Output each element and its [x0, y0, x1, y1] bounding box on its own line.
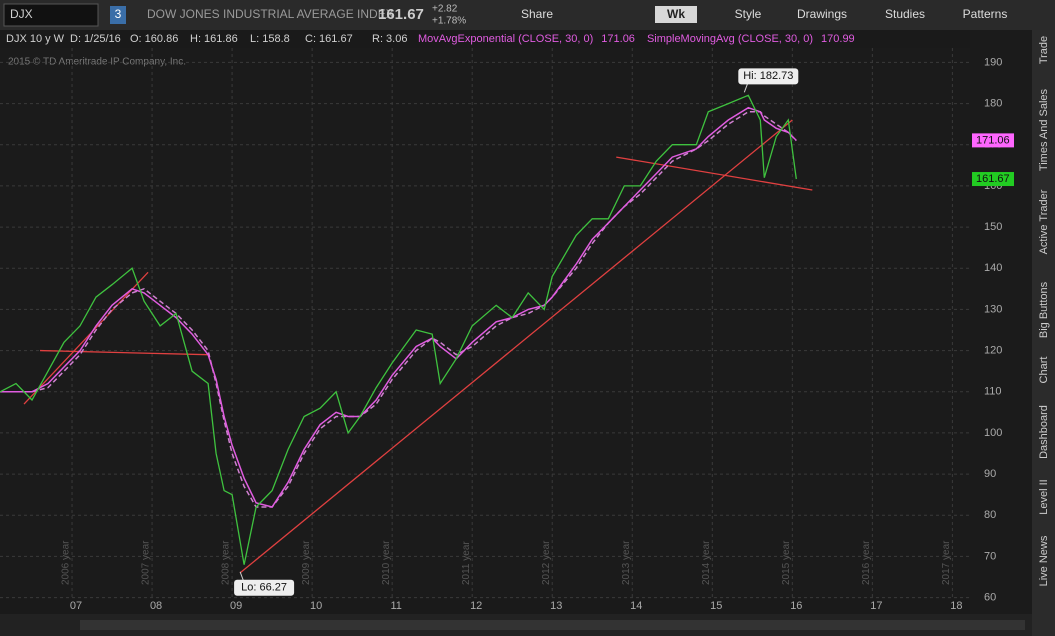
y-tick-label: 100 — [984, 427, 1002, 439]
side-tab[interactable]: Trade — [1038, 36, 1050, 64]
info-item: L: 158.8 — [250, 33, 290, 45]
study-name: SimpleMovingAvg (CLOSE, 30, 0) — [647, 33, 813, 45]
y-tick-label: 140 — [984, 262, 1002, 274]
info-item: H: 161.86 — [190, 33, 238, 45]
side-tab[interactable]: Chart — [1038, 357, 1050, 384]
price-label-box — [972, 133, 1014, 148]
year-label: 2014 year — [701, 540, 712, 585]
info-item: R: 3.06 — [372, 33, 407, 45]
y-tick-label: 190 — [984, 56, 1002, 68]
y-tick-label: 130 — [984, 303, 1002, 315]
y-axis-panel — [970, 30, 1032, 614]
price-label-box — [972, 172, 1014, 187]
trendline — [40, 349, 209, 356]
side-tab[interactable]: Big Buttons — [1038, 281, 1050, 338]
y-tick-label: 150 — [984, 221, 1002, 233]
side-tab[interactable]: Level II — [1038, 479, 1050, 514]
study-value: 171.06 — [601, 33, 635, 45]
trendline — [239, 119, 793, 574]
info-bar — [0, 30, 970, 48]
toolbar-button[interactable]: Style — [735, 7, 762, 21]
year-label: 2007 year — [141, 540, 152, 585]
year-label: 2011 year — [461, 541, 472, 585]
year-label: 2010 year — [381, 540, 392, 585]
x-tick-label: 11 — [390, 600, 401, 612]
y-tick-label: 80 — [984, 509, 996, 521]
toolbar — [0, 0, 1055, 30]
x-tick-label: 14 — [630, 600, 642, 612]
x-tick-label: 07 — [70, 600, 82, 612]
y-tick-label: 110 — [984, 386, 1002, 398]
x-tick-label: 16 — [790, 600, 802, 612]
annotation-box — [234, 579, 295, 596]
trendline — [616, 156, 813, 191]
year-label: 2006 year — [61, 540, 72, 585]
toolbar-button[interactable]: Drawings — [797, 7, 847, 21]
side-tab[interactable]: Active Trader — [1038, 189, 1050, 254]
toolbar-button[interactable]: Studies — [885, 7, 925, 21]
annotation: Lo: 66.27 — [241, 582, 287, 594]
year-label: 2013 year — [621, 540, 632, 585]
description: DOW JONES INDUSTRIAL AVERAGE INDEX — [147, 7, 394, 21]
y-tick-label: 90 — [984, 468, 996, 480]
x-tick-label: 08 — [150, 600, 162, 612]
price-label: 171.06 — [976, 134, 1010, 146]
y-tick-label: 120 — [984, 344, 1002, 356]
trendline — [23, 271, 149, 405]
series-line — [0, 106, 797, 508]
link-badge[interactable] — [110, 6, 126, 24]
x-tick-label: 09 — [230, 600, 242, 612]
info-item: DJX 10 y W — [6, 33, 65, 45]
symbol: DJX — [10, 7, 33, 21]
series-line — [0, 111, 797, 508]
x-tick-label: 18 — [950, 600, 962, 612]
side-tab[interactable]: Times And Sales — [1038, 88, 1050, 171]
year-label: 2016 year — [861, 540, 872, 585]
info-item: D: 1/25/16 — [70, 33, 121, 45]
annotation: Hi: 182.73 — [743, 70, 793, 82]
symbol-box[interactable] — [3, 3, 99, 27]
x-tick-label: 12 — [470, 600, 482, 612]
x-tick-label: 15 — [710, 600, 722, 612]
year-label: 2009 year — [301, 540, 312, 585]
x-tick-label: 17 — [870, 600, 882, 612]
toolbar-button[interactable]: Wk — [667, 7, 685, 21]
side-tab[interactable]: Dashboard — [1038, 405, 1050, 459]
y-tick-label: 70 — [984, 550, 996, 562]
side-panel — [1032, 30, 1055, 636]
toolbar-button[interactable]: Patterns — [963, 7, 1008, 21]
x-tick-label: 13 — [550, 600, 562, 612]
change: +2.82 — [432, 4, 458, 15]
scroll-track[interactable] — [80, 620, 1025, 630]
timeframe-box[interactable] — [655, 6, 697, 23]
annotation-box — [738, 68, 799, 85]
year-label: 2015 year — [781, 540, 792, 585]
x-tick-label: 10 — [310, 600, 322, 612]
year-label: 2012 year — [541, 540, 552, 585]
last-price: 161.67 — [378, 6, 424, 23]
year-label: 2017 year — [941, 540, 952, 585]
price-label: 161.67 — [976, 173, 1010, 185]
year-label: 2008 year — [221, 540, 232, 585]
info-item: C: 161.67 — [305, 33, 353, 45]
series-line — [0, 94, 797, 565]
link: 3 — [115, 7, 122, 21]
change-pct: +1.78% — [432, 16, 466, 27]
side-tab[interactable]: Live News — [1038, 535, 1050, 586]
plot-area — [0, 48, 970, 598]
y-tick-label: 180 — [984, 97, 1002, 109]
y-tick-label: 60 — [984, 591, 996, 603]
info-item: O: 160.86 — [130, 33, 178, 45]
study-name: MovAvgExponential (CLOSE, 30, 0) — [418, 33, 593, 45]
study-value: 170.99 — [821, 33, 855, 45]
toolbar-button[interactable]: Share — [521, 7, 553, 21]
